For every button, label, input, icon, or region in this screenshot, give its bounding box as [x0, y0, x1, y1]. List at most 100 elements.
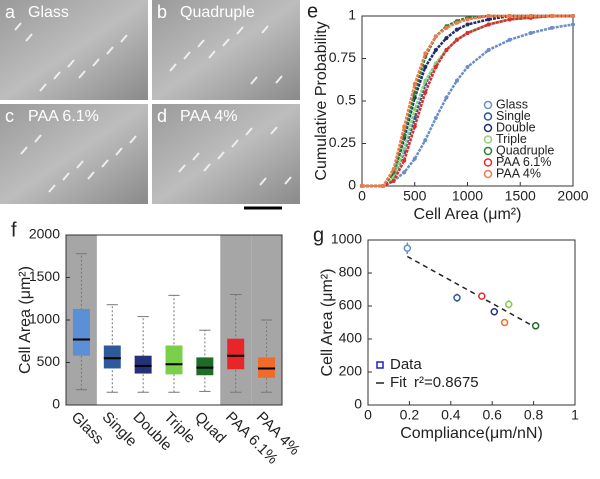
- legend-label: Double: [496, 120, 536, 134]
- cdf-point: [391, 178, 396, 183]
- legend-label: PAA 6.1%: [496, 155, 551, 169]
- cdf-point: [402, 146, 407, 151]
- cell: [250, 76, 258, 85]
- cdf-point: [402, 170, 407, 175]
- cell: [48, 184, 56, 193]
- x-tick-label: 0.8: [524, 407, 544, 423]
- cell: [192, 152, 200, 161]
- data-point: [505, 300, 513, 309]
- cdf-point: [391, 167, 396, 171]
- data-point: [403, 244, 412, 252]
- panel-label: PAA 4%: [180, 108, 238, 125]
- cdf-point: [486, 22, 491, 27]
- x-tick-label: 2000: [557, 188, 588, 204]
- cell: [92, 58, 100, 67]
- cell: [67, 59, 75, 68]
- y-tick-label: 0.25: [329, 134, 356, 150]
- panel-letter: b: [157, 2, 167, 22]
- box: [72, 308, 90, 356]
- panel-label: PAA 6.1%: [28, 108, 99, 125]
- x-tick-label: Glass: [68, 409, 107, 448]
- cell: [197, 39, 205, 48]
- x-tick-label: 0.6: [482, 407, 502, 423]
- x-tick-label: 1: [571, 407, 579, 423]
- cdf-point: [454, 37, 459, 42]
- cdf-point: [528, 31, 533, 35]
- legend-marker: [483, 135, 493, 144]
- cdf-point: [423, 51, 428, 56]
- data-point: [453, 294, 461, 302]
- cdf-point: [433, 116, 438, 120]
- cdf-point: [423, 90, 428, 95]
- x-tick-label: Quad: [191, 409, 229, 447]
- cell: [270, 126, 278, 135]
- x-tick-label: 0: [358, 188, 366, 204]
- cdf-point: [454, 27, 459, 32]
- cell: [87, 171, 95, 180]
- cell: [178, 164, 186, 173]
- cdf-point: [444, 36, 449, 41]
- cdf-point: [360, 184, 364, 188]
- cell: [129, 135, 137, 144]
- cell: [53, 71, 61, 80]
- y-tick-label: 1000: [331, 231, 362, 247]
- panel-letter: f: [11, 219, 17, 241]
- data-point: [490, 308, 499, 316]
- panel-letter: e: [307, 0, 318, 22]
- cdf-point: [412, 82, 417, 86]
- data-point: [500, 318, 509, 327]
- cell: [261, 25, 269, 34]
- x-tick-label: 500: [403, 188, 427, 204]
- y-tick-label: 800: [339, 264, 363, 280]
- data-point: [531, 322, 540, 330]
- panel-letter: g: [313, 224, 324, 246]
- cdf-point: [381, 184, 386, 188]
- y-tick-label: 1000: [29, 311, 60, 327]
- box: [134, 355, 152, 374]
- y-tick-label: 200: [339, 363, 363, 379]
- y-tick-label: 0: [52, 396, 60, 412]
- cdf-point: [402, 124, 407, 129]
- cdf-point: [507, 17, 512, 22]
- fit-line: [406, 255, 537, 329]
- cdf-point: [423, 65, 428, 69]
- cdf-point: [454, 20, 459, 25]
- cdf-point: [571, 14, 575, 18]
- cell: [14, 22, 22, 31]
- micrograph: [0, 104, 148, 204]
- cell: [183, 51, 191, 60]
- fit-note: r²=0.8675: [414, 374, 479, 391]
- cell: [222, 38, 230, 47]
- y-tick-label: 1500: [29, 268, 60, 284]
- cdf-point: [465, 65, 470, 69]
- y-axis-label: Cell Area (μm²): [319, 269, 336, 377]
- cdf-point: [507, 14, 512, 18]
- cdf-point: [507, 37, 512, 42]
- legend-marker: [483, 158, 493, 167]
- x-axis-label: Compliance(μm/nN): [400, 425, 543, 442]
- y-tick-label: 0: [354, 396, 362, 412]
- panel-label: Quadruple: [180, 4, 255, 21]
- legend-marker: [376, 361, 384, 369]
- cell: [76, 160, 84, 169]
- cdf-point: [444, 25, 449, 30]
- panel-label: Glass: [28, 4, 69, 21]
- legend-marker: [483, 100, 493, 110]
- box: [103, 345, 121, 369]
- legend-label: Single: [496, 109, 531, 123]
- cdf-point: [528, 14, 533, 18]
- cdf-point: [412, 107, 417, 112]
- cell: [78, 70, 86, 79]
- cdf-point: [465, 17, 470, 22]
- y-tick-label: 0.75: [329, 49, 356, 65]
- micrograph: [152, 0, 300, 100]
- cdf-point: [571, 22, 575, 27]
- plot-frame: [367, 239, 576, 406]
- legend-label: Fit: [390, 374, 407, 391]
- cell: [217, 151, 225, 160]
- cell: [20, 146, 28, 155]
- box: [165, 345, 183, 375]
- legend-label: PAA 4%: [496, 166, 541, 180]
- cell: [115, 147, 123, 156]
- cell: [259, 177, 267, 186]
